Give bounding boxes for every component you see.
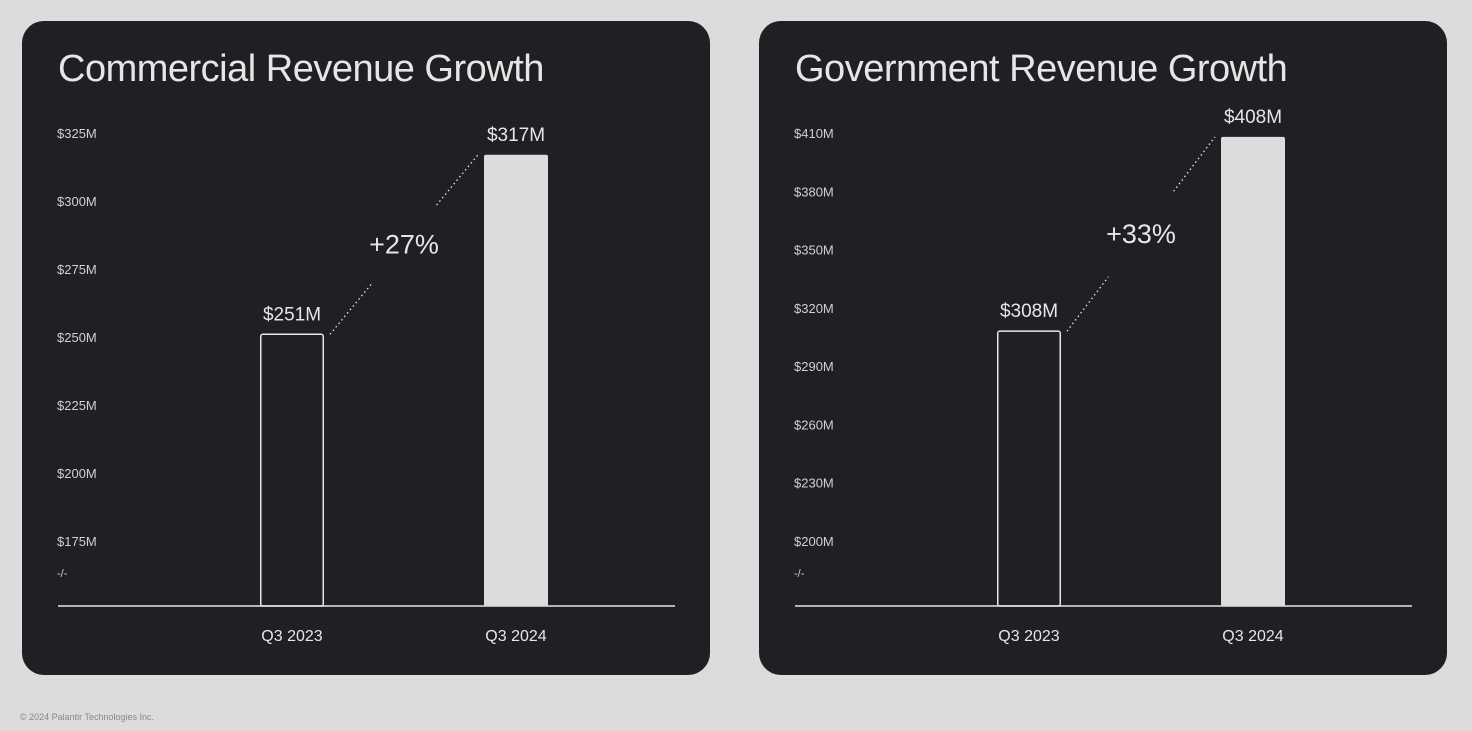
- y-tick-label: $260M: [794, 417, 834, 432]
- growth-connector-line: [1173, 136, 1216, 192]
- bar-q3-2024: [1221, 136, 1285, 606]
- government-revenue-chart: $200M $230M $260M $290M $320M $350M $380M $410M…: [794, 107, 1412, 645]
- growth-percentage-label: +27%: [369, 230, 439, 260]
- y-tick-label: $275M: [57, 262, 97, 277]
- axis-break-label: -/-: [57, 568, 68, 580]
- bar-q3-2024: [484, 154, 548, 606]
- y-tick-label: $200M: [794, 534, 834, 549]
- bar-value-label: $308M: [1000, 301, 1058, 322]
- bar-value-label: $251M: [263, 304, 321, 325]
- commercial-revenue-panel: Commercial Revenue Growth $175M $200M $225…: [22, 21, 710, 675]
- y-tick-label: $250M: [57, 330, 97, 345]
- y-tick-label: $230M: [794, 476, 834, 491]
- bar-q3-2023: [997, 330, 1061, 607]
- growth-connector-line: [329, 283, 372, 335]
- y-tick-label: $225M: [57, 398, 97, 413]
- y-tick-label: $290M: [794, 359, 834, 374]
- y-tick-label: $200M: [57, 466, 97, 481]
- x-category-label: Q3 2024: [1222, 628, 1283, 645]
- government-revenue-panel: Government Revenue Growth $200M $230M $260…: [759, 21, 1447, 675]
- bar-q3-2023: [260, 333, 324, 607]
- axis-break-label: -/-: [794, 568, 805, 580]
- y-tick-label: $320M: [794, 301, 834, 316]
- y-tick-label: $380M: [794, 184, 834, 199]
- x-category-label: Q3 2024: [485, 628, 546, 645]
- x-category-label: Q3 2023: [261, 628, 322, 645]
- growth-connector-line: [1066, 276, 1109, 332]
- y-tick-label: $300M: [57, 194, 97, 209]
- y-tick-label: $325M: [57, 126, 97, 141]
- growth-percentage-label: +33%: [1106, 219, 1176, 249]
- chart-title: Commercial Revenue Growth: [58, 48, 544, 90]
- bar-value-label: $317M: [487, 125, 545, 146]
- copyright-footer: © 2024 Palantir Technologies Inc.: [20, 712, 155, 722]
- y-tick-label: $175M: [57, 534, 97, 549]
- growth-connector-line: [436, 154, 479, 206]
- bar-value-label: $408M: [1224, 107, 1282, 128]
- x-category-label: Q3 2023: [998, 628, 1059, 645]
- y-tick-label: $350M: [794, 243, 834, 258]
- y-tick-label: $410M: [794, 126, 834, 141]
- chart-title: Government Revenue Growth: [795, 48, 1288, 90]
- commercial-revenue-chart: $175M $200M $225M $250M $275M $300M $325M -/- $2…: [57, 125, 675, 645]
